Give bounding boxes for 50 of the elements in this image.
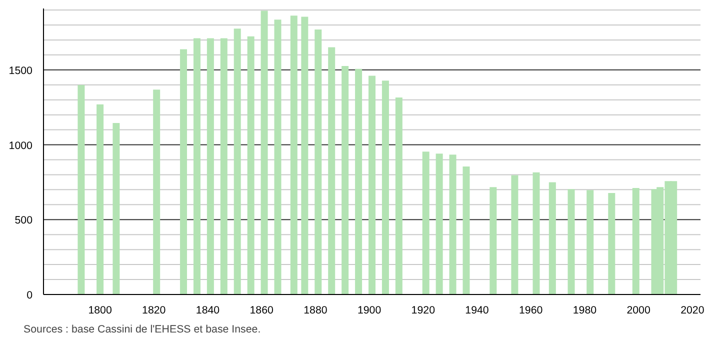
x-tick-label: 1880 — [304, 304, 328, 316]
bar — [511, 175, 518, 294]
bar — [586, 190, 594, 294]
y-tick-label: 500 — [14, 214, 33, 227]
bar — [355, 68, 362, 294]
bar — [290, 16, 298, 294]
bar — [548, 182, 556, 294]
y-tick-label: 0 — [26, 290, 33, 302]
bar — [436, 154, 443, 294]
x-tick-label: 1920 — [411, 304, 436, 316]
x-tick-label: 1820 — [142, 304, 166, 316]
bar — [153, 90, 160, 294]
bar — [260, 10, 268, 294]
bar — [247, 36, 254, 294]
bar — [382, 80, 389, 294]
bar — [274, 20, 282, 294]
bar — [180, 49, 188, 294]
bar — [206, 38, 214, 294]
bar — [532, 172, 540, 294]
x-tick-label: 1980 — [572, 304, 597, 316]
bar — [632, 188, 640, 294]
y-tick-label: 1500 — [8, 64, 33, 77]
bar — [314, 29, 322, 294]
x-tick-label: 1900 — [357, 304, 382, 316]
bar — [220, 38, 228, 294]
source-note: Sources : base Cassini de l'EHESS et base Insee. — [24, 324, 261, 336]
bar — [422, 152, 430, 294]
x-tick-label: 1940 — [465, 304, 489, 316]
bar — [96, 104, 104, 294]
bar — [568, 189, 575, 294]
bar — [342, 66, 349, 294]
bar — [193, 38, 200, 294]
x-tick-label: 2000 — [626, 304, 650, 316]
bar — [608, 192, 616, 294]
bar — [490, 187, 497, 294]
bar — [368, 76, 376, 294]
bar — [328, 47, 336, 294]
bar — [449, 154, 456, 294]
bar — [234, 28, 241, 294]
y-tick-label: 1000 — [8, 140, 33, 152]
x-tick-label: 2020 — [680, 304, 704, 316]
bar — [78, 85, 85, 294]
x-tick-label: 1960 — [519, 304, 543, 316]
bar — [395, 97, 402, 294]
bar — [112, 123, 120, 294]
x-tick-label: 1860 — [250, 304, 274, 316]
bar — [301, 16, 308, 294]
x-tick-label: 1800 — [88, 304, 112, 316]
x-tick-label: 1840 — [196, 304, 220, 316]
bar — [462, 166, 470, 294]
